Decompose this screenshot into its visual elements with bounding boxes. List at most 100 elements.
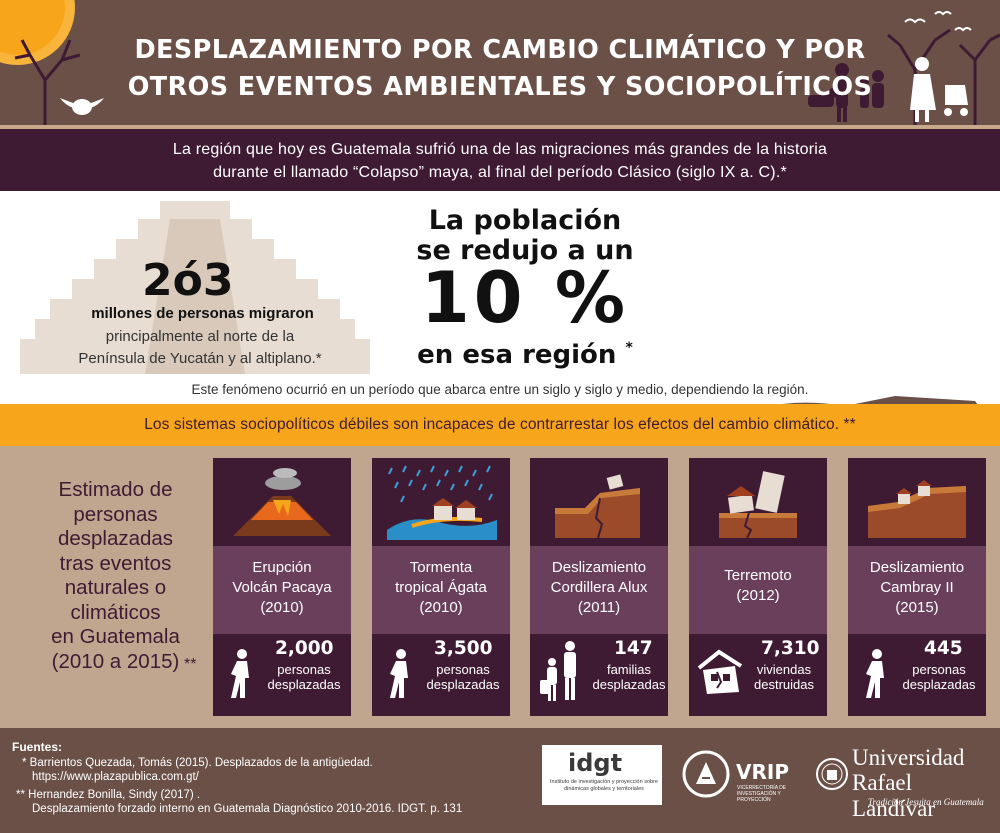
event-title: Tormenta tropical Ágata (2010) xyxy=(372,546,510,634)
event-unit-2: desplazadas xyxy=(592,677,666,692)
landslide-icon xyxy=(868,480,966,538)
intro-line-1: La región que hoy es Guatemala sufrió un… xyxy=(172,141,828,158)
estimate-line: en Guatemala xyxy=(51,625,180,648)
cow-skull-icon xyxy=(60,98,104,115)
event-unit: familias desplazadas xyxy=(588,662,670,692)
intro-text: La región que hoy es Guatemala sufrió un… xyxy=(0,129,1000,184)
header-decoration xyxy=(14,11,1000,125)
walking-person-icon xyxy=(231,649,249,698)
event-year: (2012) xyxy=(736,587,780,604)
footer xyxy=(0,728,1000,833)
map-label-north: TIERRAS BAJAS MAYAS DEL NORTE xyxy=(860,220,970,242)
map-label-high-1: TIERRAS ALTAS xyxy=(831,320,898,330)
event-card-agata: Tormenta tropical Ágata (2010) 3,500 per… xyxy=(372,458,510,716)
estimate-line: Estimado de xyxy=(58,478,173,501)
estimate-label: Estimado de personas desplazadas tras ev… xyxy=(28,478,203,674)
event-value: 445 xyxy=(924,638,963,659)
event-name-1: Erupción xyxy=(252,559,312,576)
population-region: en esa región xyxy=(417,340,617,370)
estimate-line: desplazadas xyxy=(57,527,174,550)
title-line-1: DESPLAZAMIENTO POR CAMBIO CLIMÁTICO Y PO… xyxy=(134,35,866,65)
population-percent: 10 % xyxy=(421,257,629,339)
event-unit: personas desplazadas xyxy=(258,662,350,692)
event-card-pacaya: Erupción Volcán Pacaya (2010) 2,000 pers… xyxy=(213,458,351,716)
intro-line-2: durante el llamado “Colapso” maya, al fi… xyxy=(213,164,787,181)
event-name-1: Deslizamiento xyxy=(869,559,965,576)
vrip-logo-icon xyxy=(682,750,730,798)
event-unit-1: personas xyxy=(912,662,966,677)
dead-trees-icon xyxy=(887,28,1000,125)
estimate-line: naturales o xyxy=(64,576,167,599)
migrants-detail: principalmente al norte de la Península … xyxy=(20,326,380,370)
population-line-3: en esa región * xyxy=(390,340,660,370)
event-unit: personas desplazadas xyxy=(893,662,985,692)
idgt-subtitle: Instituto de investigación y proyección … xyxy=(550,779,658,792)
university-tagline: Tradición Jesuita en Guatemala xyxy=(868,797,984,807)
event-unit: personas desplazadas xyxy=(417,662,509,692)
event-name-2: tropical Ágata xyxy=(395,579,487,596)
page-title: DESPLAZAMIENTO POR CAMBIO CLIMÁTICO Y PO… xyxy=(112,32,888,106)
reference-2: ** Hernandez Bonilla, Sindy (2017) . Des… xyxy=(16,788,462,816)
landslide-icon xyxy=(555,474,640,539)
event-year: (2010) xyxy=(260,599,304,616)
population-star: * xyxy=(625,340,633,356)
event-name-2: Cambray II xyxy=(880,579,954,596)
estimate-line: climáticos xyxy=(70,600,161,624)
event-unit-1: viviendas xyxy=(756,662,812,677)
event-title: Erupción Volcán Pacaya (2010) xyxy=(213,546,351,634)
map-label-central-2: MAYAS CENTRALES xyxy=(838,287,923,297)
event-unit-2: destruidas xyxy=(754,677,814,692)
university-seal-icon xyxy=(816,758,848,790)
event-name-2: Volcán Pacaya xyxy=(232,579,332,596)
event-card-terremoto: Terremoto (2012) 7,310 viviendas destrui… xyxy=(689,458,827,716)
estimate-star: ** xyxy=(184,656,197,673)
maya-pyramid-icon xyxy=(20,201,370,374)
population-line-2: se redujo a un xyxy=(416,235,634,266)
vrip-title: VRIP xyxy=(736,760,789,784)
volcano-icon xyxy=(233,468,331,536)
event-card-alux: Deslizamiento Cordillera Alux (2011) 147… xyxy=(530,458,668,716)
reference-1-url[interactable]: https://www.plazapublica.com.gt/ xyxy=(32,771,199,783)
header-banner: DESPLAZAMIENTO POR CAMBIO CLIMÁTICO Y PO… xyxy=(0,0,1000,125)
event-name-1: Deslizamiento xyxy=(551,559,647,576)
event-title: Terremoto (2012) xyxy=(689,546,827,634)
event-value: 7,310 xyxy=(761,638,820,659)
idgt-logo: idgt Instituto de investigación y proyec… xyxy=(542,745,662,805)
population-line-1: La población xyxy=(428,205,622,236)
university-name-2: Rafael Landívar xyxy=(852,770,936,821)
title-line-2: OTROS EVENTOS AMBIENTALES Y SOCIOPOLÍTIC… xyxy=(127,72,873,102)
orange-banner: Los sistemas sociopolíticos débiles son … xyxy=(0,404,1000,446)
banner-text: Los sistemas sociopolíticos débiles son … xyxy=(144,416,856,433)
phenomenon-note: Este fenómeno ocurrió en un período que … xyxy=(191,382,809,397)
event-stat: 445 personas desplazadas xyxy=(848,634,986,716)
event-title: Deslizamiento Cordillera Alux (2011) xyxy=(530,546,668,634)
event-unit: viviendas destruidas xyxy=(741,662,827,692)
map-label-central-1: TIERRAS BAJAS xyxy=(846,276,915,286)
event-value: 3,500 xyxy=(434,638,493,659)
event-stat: 2,000 personas desplazadas xyxy=(213,634,351,716)
birds-icon xyxy=(904,11,972,32)
event-unit-1: personas xyxy=(436,662,490,677)
university-name-1: Universidad xyxy=(852,745,965,770)
estimate-line: personas xyxy=(73,502,158,526)
event-unit-2: desplazadas xyxy=(426,677,500,692)
migrating-family-icon xyxy=(808,63,884,122)
collapsed-house-icon xyxy=(697,649,743,694)
event-title: Deslizamiento Cambray II (2015) xyxy=(848,546,986,634)
walking-person-icon xyxy=(866,649,884,698)
event-value: 147 xyxy=(614,638,653,659)
intro-band: La región que hoy es Guatemala sufrió un… xyxy=(0,125,1000,191)
estimate-line: (2010 a 2015) xyxy=(51,649,180,673)
event-name-1: Terremoto xyxy=(724,567,792,584)
population-statement: La población se redujo a un xyxy=(390,206,660,266)
family-icon xyxy=(540,641,576,701)
event-name-1: Tormenta xyxy=(409,559,473,576)
migrants-big-number: 2ó3 xyxy=(142,255,234,306)
event-year: (2010) xyxy=(419,599,463,616)
event-year: (2011) xyxy=(577,599,621,616)
estimate-line: tras eventos xyxy=(59,551,172,575)
map-label-north-2: MAYAS DEL NORTE xyxy=(873,231,957,241)
event-unit-1: familias xyxy=(606,662,652,677)
reference-2-line-2: Desplazamiento forzado interno en Guatem… xyxy=(32,803,463,815)
migrants-detail-1: principalmente al norte de la xyxy=(105,328,295,345)
